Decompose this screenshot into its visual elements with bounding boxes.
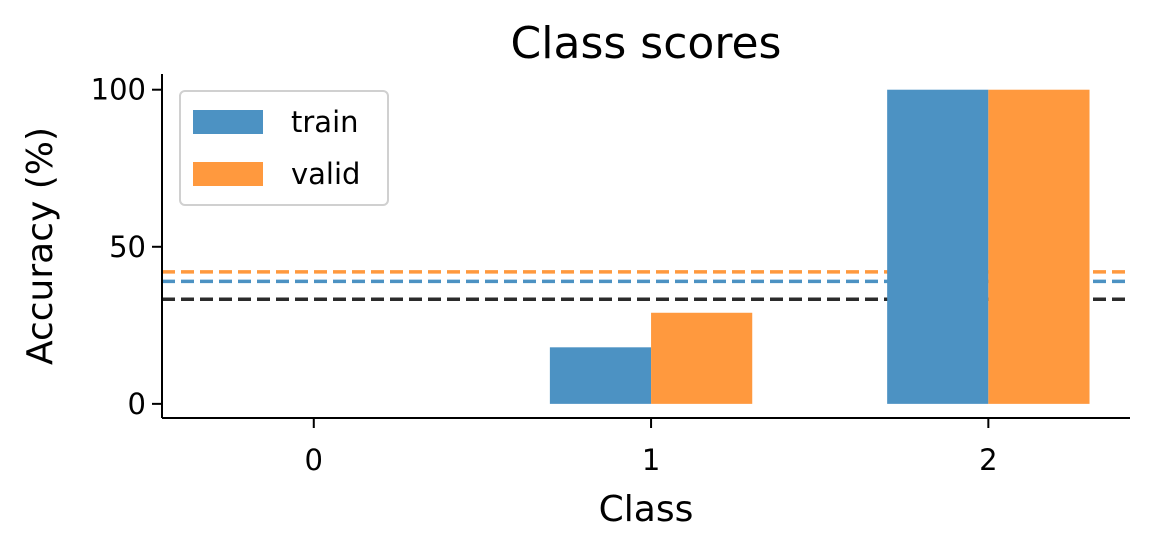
x-tick-label: 2 (979, 443, 997, 477)
y-tick-label: 100 (91, 73, 146, 107)
chart-title: Class scores (511, 18, 782, 69)
legend-swatch-train (193, 110, 263, 134)
legend: train valid (179, 90, 389, 206)
x-ticks: 0 1 2 (305, 418, 998, 477)
legend-label-valid: valid (291, 157, 360, 191)
bar-valid-2 (988, 89, 1090, 404)
x-tick-label: 1 (642, 443, 660, 477)
x-axis-label: Class (599, 489, 694, 530)
bar-train-1 (549, 347, 652, 404)
bar-train-2 (887, 89, 989, 404)
y-tick-label: 50 (109, 230, 146, 264)
y-tick-label: 0 (128, 387, 146, 421)
legend-label-train: train (291, 105, 359, 139)
bar-valid-1 (651, 312, 753, 404)
legend-swatch-valid (193, 162, 263, 186)
y-ticks: 0 50 100 (91, 73, 162, 421)
x-tick-label: 0 (305, 443, 323, 477)
bars (549, 89, 1090, 404)
y-axis-label: Accuracy (%) (20, 127, 61, 365)
